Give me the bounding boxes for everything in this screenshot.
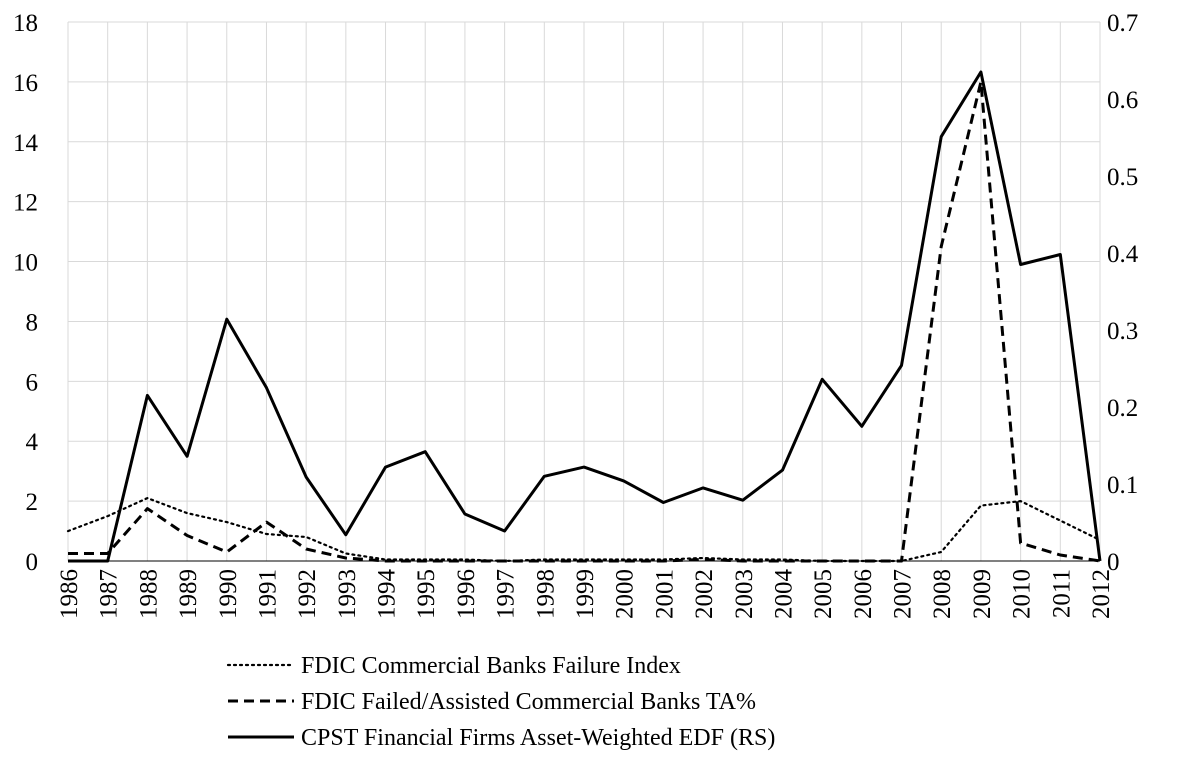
left-tick-label: 2	[26, 489, 39, 516]
right-tick-label: 0	[1107, 549, 1120, 576]
left-tick-label: 0	[26, 549, 39, 576]
x-tick-label: 1993	[334, 569, 361, 619]
series-line-1	[66, 497, 1102, 563]
x-tick-label: 1992	[294, 569, 321, 619]
x-tick-label: 2011	[1048, 569, 1075, 618]
left-tick-label: 8	[26, 309, 39, 336]
x-tick-label: 1990	[215, 569, 242, 619]
x-tick-label: 2002	[691, 569, 718, 619]
right-tick-label: 0.5	[1107, 164, 1138, 191]
right-tick-label: 0.4	[1107, 241, 1139, 268]
right-tick-label: 0.1	[1107, 472, 1138, 499]
x-tick-label: 1997	[493, 569, 520, 619]
x-tick-label: 2008	[929, 569, 956, 619]
right-tick-label: 0.3	[1107, 318, 1138, 345]
right-axis-ticks: 0 0.1 0.2 0.3 0.4 0.5 0.6 0.7	[1107, 10, 1139, 576]
series-lines	[66, 70, 1102, 563]
x-tick-label: 2007	[890, 569, 917, 619]
right-tick-label: 0.2	[1107, 395, 1138, 422]
x-tick-label: 2003	[731, 569, 758, 619]
series-line-2	[68, 80, 1101, 563]
x-tick-label: 2005	[810, 569, 837, 619]
left-tick-label: 16	[13, 70, 38, 97]
left-tick-label: 10	[13, 250, 38, 277]
right-tick-label: 0.7	[1107, 10, 1138, 37]
x-tick-label: 2000	[612, 569, 639, 619]
x-tick-label: 1988	[135, 569, 162, 619]
x-tick-label: 2009	[969, 569, 996, 619]
x-tick-label: 1994	[374, 569, 401, 620]
x-axis-ticks: 1986 1987 1988 1989 1990 1991 1992 1993 1994 1995…	[56, 569, 1115, 620]
left-tick-label: 12	[13, 190, 38, 217]
legend-label-3: CPST Financial Firms Asset-Weighted EDF …	[301, 725, 775, 751]
x-tick-label: 1986	[56, 569, 83, 619]
x-tick-label: 2006	[850, 569, 877, 619]
left-tick-label: 4	[26, 429, 39, 456]
left-tick-label: 6	[26, 369, 39, 396]
x-tick-label: 1998	[532, 569, 559, 619]
x-tick-label: 2004	[770, 569, 797, 620]
x-tick-label: 2010	[1009, 569, 1036, 619]
legend: FDIC Commercial Banks Failure Index FDIC …	[226, 653, 775, 751]
x-tick-label: 1989	[175, 569, 202, 619]
x-tick-label: 1995	[413, 569, 440, 619]
legend-label-1: FDIC Commercial Banks Failure Index	[301, 653, 681, 679]
legend-label-2: FDIC Failed/Assisted Commercial Banks TA…	[301, 689, 756, 715]
grid	[67, 21, 1101, 562]
left-tick-label: 18	[13, 10, 38, 37]
left-tick-label: 14	[13, 130, 39, 157]
x-tick-label: 1987	[96, 569, 123, 619]
x-tick-label: 1996	[453, 569, 480, 619]
right-tick-label: 0.6	[1107, 87, 1138, 114]
x-tick-label: 2012	[1088, 569, 1115, 619]
series-line-3	[68, 70, 1102, 563]
x-tick-label: 1991	[254, 569, 281, 619]
x-tick-label: 1999	[572, 569, 599, 619]
x-tick-label: 2001	[651, 569, 678, 619]
left-axis-ticks: 0 2 4 6 8 10 12 14 16 18	[13, 10, 39, 576]
